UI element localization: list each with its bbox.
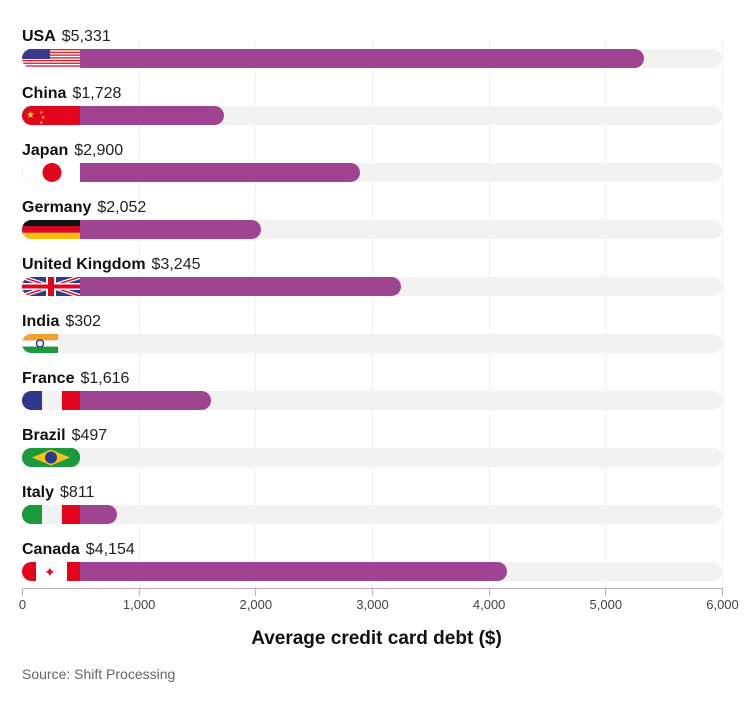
gridline bbox=[138, 40, 140, 588]
country-name: USA bbox=[22, 28, 56, 45]
value-label: $3,245 bbox=[151, 256, 201, 273]
x-axis-tick bbox=[22, 588, 23, 596]
bar-fill bbox=[22, 562, 507, 581]
country-name: China bbox=[22, 85, 67, 102]
bar-track: ★ ★ ★ ★ bbox=[22, 106, 722, 125]
country-name: France bbox=[22, 370, 75, 387]
country-name: Brazil bbox=[22, 427, 66, 444]
x-tick-label: 5,000 bbox=[589, 597, 623, 612]
gridline bbox=[722, 40, 723, 588]
gridline bbox=[605, 40, 607, 588]
bar-fill bbox=[22, 277, 401, 296]
country-name: United Kingdom bbox=[22, 256, 146, 273]
x-axis-tick bbox=[722, 588, 723, 596]
bar-label: Canada $4,154 bbox=[22, 541, 135, 559]
bar-track bbox=[22, 448, 722, 467]
value-label: $1,616 bbox=[80, 370, 130, 387]
country-name: Japan bbox=[22, 142, 69, 159]
x-axis-tick bbox=[372, 588, 373, 596]
x-axis-tick bbox=[605, 588, 607, 596]
gridline bbox=[372, 40, 373, 588]
bar-label: India $302 bbox=[22, 313, 101, 331]
svg-text:★: ★ bbox=[39, 110, 44, 116]
chart-plot-area: USA $5,331 China $1,728 ★ ★ ★ ★ Japan $2,900 Germa… bbox=[22, 0, 723, 600]
x-tick-label: 0 bbox=[18, 597, 27, 612]
italy-flag-icon bbox=[22, 505, 80, 524]
gridline bbox=[488, 40, 490, 588]
japan-flag-icon bbox=[22, 163, 80, 182]
bar-fill bbox=[22, 163, 361, 182]
us-flag-icon bbox=[22, 49, 80, 68]
bar-row-usa: USA $5,331 bbox=[22, 28, 722, 85]
bar-label: Germany $2,052 bbox=[22, 199, 146, 217]
value-label: $1,728 bbox=[72, 85, 122, 102]
bar-track bbox=[22, 163, 722, 182]
bar-row-france: France $1,616 bbox=[22, 370, 722, 427]
bar-track bbox=[22, 505, 722, 524]
bar-row-canada: Canada $4,154 ✦ bbox=[22, 541, 722, 598]
value-label: $2,052 bbox=[97, 199, 147, 216]
bar-label: France $1,616 bbox=[22, 370, 129, 388]
bar-track bbox=[22, 277, 722, 296]
x-tick-label: 3,000 bbox=[356, 597, 389, 612]
bar-label: Japan $2,900 bbox=[22, 142, 123, 160]
bar-label: Brazil $497 bbox=[22, 427, 107, 445]
x-tick-label: 6,000 bbox=[706, 597, 739, 612]
value-label: $5,331 bbox=[61, 28, 111, 45]
value-label: $302 bbox=[65, 313, 101, 330]
germany-flag-icon bbox=[22, 220, 80, 239]
brazil-flag-icon bbox=[22, 448, 80, 467]
source-note: Source: Shift Processing bbox=[22, 666, 176, 682]
bar-row-india: India $302 bbox=[22, 313, 722, 370]
value-label: $2,900 bbox=[74, 142, 124, 159]
x-axis-tick bbox=[138, 588, 140, 596]
x-axis-tick bbox=[255, 588, 257, 596]
india-flag-icon bbox=[22, 334, 58, 353]
gridline bbox=[255, 40, 257, 588]
bar-row-italy: Italy $811 bbox=[22, 484, 722, 541]
china-flag-icon: ★ ★ ★ ★ bbox=[22, 106, 80, 125]
bar-label: Italy $811 bbox=[22, 484, 94, 502]
bar-fill bbox=[22, 49, 644, 68]
svg-text:★: ★ bbox=[39, 120, 44, 125]
x-tick-label: 1,000 bbox=[122, 597, 156, 612]
uk-flag-icon bbox=[22, 277, 80, 296]
country-name: India bbox=[22, 313, 60, 330]
value-label: $497 bbox=[71, 427, 108, 444]
country-name: Canada bbox=[22, 541, 80, 558]
bar-row-united-kingdom: United Kingdom $3,245 bbox=[22, 256, 722, 313]
bar-label: USA $5,331 bbox=[22, 28, 111, 46]
bar-fill bbox=[22, 220, 262, 239]
x-axis-tick bbox=[488, 588, 490, 596]
bar-track bbox=[22, 334, 722, 353]
bar-row-brazil: Brazil $497 bbox=[22, 427, 722, 484]
x-tick-label: 2,000 bbox=[239, 597, 273, 612]
x-tick-label: 4,000 bbox=[472, 597, 506, 612]
france-flag-icon bbox=[22, 391, 80, 410]
svg-text:✦: ✦ bbox=[44, 564, 56, 580]
bar-row-japan: Japan $2,900 bbox=[22, 142, 722, 199]
country-name: Italy bbox=[22, 484, 55, 501]
bar-track bbox=[22, 220, 722, 239]
svg-text:★: ★ bbox=[41, 115, 46, 121]
bar-track bbox=[22, 391, 722, 410]
bar-label: China $1,728 bbox=[22, 85, 121, 103]
value-label: $4,154 bbox=[85, 541, 135, 558]
canada-flag-icon: ✦ bbox=[22, 562, 80, 581]
bar-row-china: China $1,728 ★ ★ ★ ★ bbox=[22, 85, 722, 142]
svg-text:★: ★ bbox=[26, 110, 35, 121]
value-label: $811 bbox=[60, 484, 95, 501]
country-name: Germany bbox=[22, 199, 92, 216]
bar-label: United Kingdom $3,245 bbox=[22, 256, 200, 274]
bar-row-germany: Germany $2,052 bbox=[22, 199, 722, 256]
x-axis-title: Average credit card debt ($) bbox=[251, 628, 502, 649]
bar-track bbox=[22, 49, 722, 68]
bar-track: ✦ bbox=[22, 562, 722, 581]
